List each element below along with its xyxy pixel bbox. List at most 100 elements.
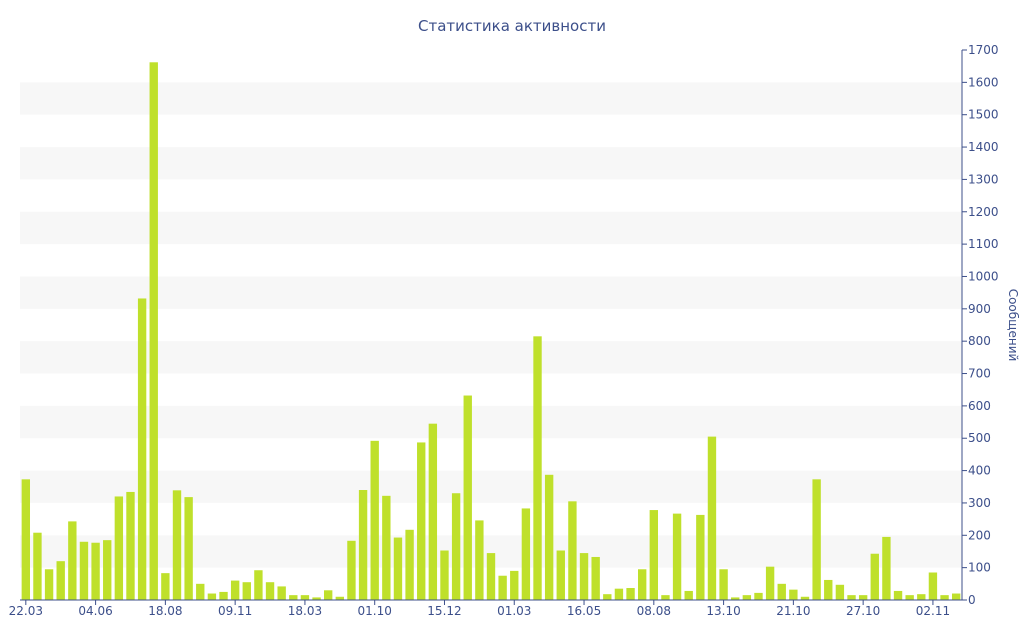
bar xyxy=(789,589,798,600)
bar xyxy=(393,537,403,600)
x-tick-label: 02.11 xyxy=(916,604,950,618)
y-tick-label: 500 xyxy=(968,431,991,445)
bar xyxy=(207,593,217,600)
bar xyxy=(358,490,368,600)
bar xyxy=(591,556,600,600)
y-tick-label: 1100 xyxy=(968,237,999,251)
y-tick-label: 1400 xyxy=(968,140,999,154)
y-tick-label: 100 xyxy=(968,561,991,575)
bar xyxy=(719,569,728,600)
bar xyxy=(289,595,298,600)
bar xyxy=(649,510,659,600)
bar xyxy=(498,575,507,600)
bar xyxy=(79,541,89,600)
bar xyxy=(172,490,182,600)
y-tick-label: 900 xyxy=(968,302,991,316)
bar xyxy=(731,597,740,600)
bar xyxy=(440,550,449,600)
bar xyxy=(835,584,845,600)
y-tick-label: 300 xyxy=(968,496,991,510)
bar xyxy=(870,553,879,600)
bar xyxy=(161,573,170,600)
bar xyxy=(242,582,251,600)
bar xyxy=(486,553,496,600)
bar xyxy=(323,590,333,600)
bar xyxy=(44,569,54,600)
bar xyxy=(928,572,938,600)
y-tick-label: 1500 xyxy=(968,108,999,122)
x-tick-label: 01.10 xyxy=(358,604,392,618)
bar xyxy=(463,395,472,600)
grid-band xyxy=(20,276,962,309)
y-tick-label: 600 xyxy=(968,399,991,413)
bar xyxy=(254,570,263,600)
x-tick-label: 13.10 xyxy=(706,604,740,618)
bar xyxy=(800,596,810,600)
bar xyxy=(347,540,356,600)
bar xyxy=(684,590,693,600)
bar xyxy=(754,592,763,600)
bar xyxy=(858,595,868,600)
bar xyxy=(230,580,240,600)
x-tick-label: 27.10 xyxy=(846,604,880,618)
y-tick-label: 800 xyxy=(968,334,991,348)
x-tick-label: 09.11 xyxy=(218,604,252,618)
bar xyxy=(905,595,914,600)
y-axis-ticks: 0 100 200 300 400 500 600 700 800 900 1000 1100 1200… xyxy=(962,43,999,607)
bar xyxy=(917,594,926,600)
bar xyxy=(370,440,379,600)
x-tick-label: 04.06 xyxy=(78,604,112,618)
bar xyxy=(265,582,275,600)
bar xyxy=(417,442,426,600)
bar xyxy=(428,423,438,600)
y-tick-label: 1200 xyxy=(968,205,999,219)
y-tick-label: 1700 xyxy=(968,43,999,57)
bar xyxy=(661,595,670,600)
bar xyxy=(672,513,682,600)
x-tick-label: 18.08 xyxy=(148,604,182,618)
bar xyxy=(68,521,77,600)
chart-title: Статистика активности xyxy=(418,17,606,35)
bar xyxy=(556,550,565,600)
y-tick-label: 700 xyxy=(968,367,991,381)
bar xyxy=(742,595,752,600)
y-tick-label: 0 xyxy=(968,593,976,607)
grid-band xyxy=(20,211,962,245)
y-tick-label: 200 xyxy=(968,528,991,542)
bar xyxy=(219,591,228,600)
bar xyxy=(603,594,612,600)
bar xyxy=(824,579,833,600)
bar xyxy=(626,588,635,600)
bar xyxy=(614,588,624,600)
y-tick-label: 1300 xyxy=(968,172,999,186)
bar xyxy=(812,479,821,600)
bar xyxy=(451,493,461,600)
bar xyxy=(56,561,65,600)
x-tick-label: 16.05 xyxy=(567,604,601,618)
bar xyxy=(951,593,961,600)
grid-band xyxy=(20,341,962,374)
bar xyxy=(533,336,542,600)
bar xyxy=(277,586,286,600)
grid-band xyxy=(20,82,962,115)
bar xyxy=(475,520,484,600)
bar xyxy=(126,491,135,600)
bar xyxy=(847,595,856,600)
bar xyxy=(579,553,589,600)
y-tick-label: 400 xyxy=(968,464,991,478)
bar xyxy=(335,596,345,600)
x-axis-ticks: 22.03 04.06 18.08 09.11 18.03 01.10 15.12 01.03… xyxy=(9,600,950,618)
grid-band xyxy=(20,405,962,439)
y-tick-label: 1600 xyxy=(968,75,999,89)
bar xyxy=(940,595,949,600)
bar xyxy=(137,298,147,600)
bar xyxy=(21,479,31,600)
bar xyxy=(405,529,414,600)
bar xyxy=(777,583,786,600)
bar xyxy=(637,569,647,600)
x-tick-label: 21.10 xyxy=(776,604,810,618)
x-tick-label: 22.03 xyxy=(9,604,43,618)
x-tick-label: 08.08 xyxy=(637,604,671,618)
bar xyxy=(312,597,321,600)
